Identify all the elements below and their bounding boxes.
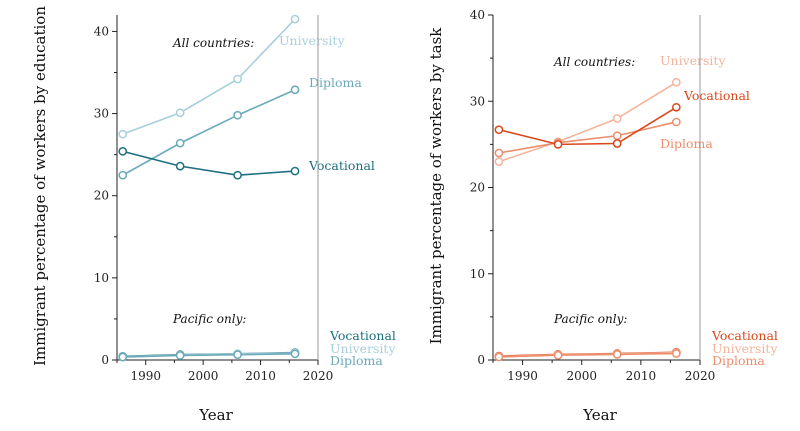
x-axis-label: Year: [198, 406, 233, 424]
data-point-vocational: [553, 140, 563, 149]
y-tick-label: 0: [477, 353, 485, 367]
data-point-diploma: [118, 170, 128, 180]
data-point-diploma: [233, 350, 242, 360]
y-tick-label: 30: [94, 107, 109, 121]
x-tick-label: 1990: [507, 369, 538, 383]
data-point-diploma: [494, 352, 504, 362]
data-point-diploma: [612, 350, 622, 359]
data-point-vocational: [118, 147, 128, 156]
annotation-all-countries: All countries:: [553, 55, 635, 69]
data-point-university: [233, 74, 242, 84]
panel-education: Immigrant percentage of workers by educa…: [31, 6, 396, 424]
label-diploma: Diploma: [660, 136, 713, 151]
series-line-diploma: [498, 352, 677, 358]
data-point-vocational: [612, 139, 622, 148]
label-pacific-diploma: Diploma: [712, 353, 765, 368]
series-line-university: [122, 18, 296, 135]
y-tick-label: 20: [94, 189, 109, 203]
y-axis-label: Immigrant percentage of workers by educa…: [31, 6, 49, 366]
data-point-diploma: [118, 352, 128, 362]
label-vocational: Vocational: [683, 88, 750, 103]
label-pacific-vocational: Vocational: [711, 328, 778, 343]
data-point-diploma: [612, 131, 622, 141]
data-point-university: [494, 157, 504, 166]
data-point-diploma: [494, 148, 504, 158]
panel-task: Immigrant percentage of workers by task …: [427, 8, 778, 424]
data-point-diploma: [671, 349, 681, 358]
y-tick-label: 40: [94, 24, 109, 38]
annotation-pacific-only: Pacific only:: [553, 312, 627, 326]
y-tick-label: 20: [470, 181, 485, 195]
series-line-diploma: [122, 353, 296, 358]
series-line-university: [498, 81, 677, 163]
x-axis-label: Year: [582, 406, 617, 424]
label-pacific-university: University: [712, 341, 778, 356]
label-university: University: [279, 33, 345, 48]
data-point-diploma: [290, 85, 300, 95]
x-tick-label: 1990: [130, 369, 161, 383]
data-point-university: [671, 77, 681, 87]
series-line-vocational: [122, 150, 296, 176]
y-axis-label: Immigrant percentage of workers by task: [427, 27, 445, 345]
x-tick-label: 2020: [685, 369, 716, 383]
data-point-vocational: [671, 102, 681, 112]
label-diploma: Diploma: [309, 75, 362, 90]
x-tick-label: 2000: [188, 369, 219, 383]
data-point-vocational: [290, 166, 300, 176]
x-tick-label: 2000: [566, 369, 597, 383]
label-university: University: [660, 53, 726, 68]
y-tick-label: 0: [101, 353, 109, 367]
series-line-diploma: [122, 89, 296, 176]
annotation-all-countries: All countries:: [172, 36, 254, 50]
data-point-university: [612, 114, 622, 123]
label-vocational: Vocational: [308, 158, 375, 173]
data-point-vocational: [175, 161, 185, 171]
series-line-vocational: [498, 106, 677, 146]
label-pacific-vocational: Vocational: [329, 328, 396, 343]
data-point-university: [118, 129, 128, 139]
x-tick-label: 2020: [303, 369, 334, 383]
data-point-diploma: [175, 138, 185, 148]
y-tick-label: 10: [94, 271, 109, 285]
series-line-diploma: [498, 121, 677, 154]
annotation-pacific-only: Pacific only:: [172, 312, 246, 326]
x-tick-label: 2010: [245, 369, 276, 383]
y-tick-label: 30: [470, 94, 485, 108]
data-point-diploma: [233, 110, 242, 120]
data-point-diploma: [290, 349, 300, 359]
data-point-university: [290, 14, 300, 24]
y-tick-label: 40: [470, 8, 485, 22]
data-point-diploma: [553, 350, 563, 360]
data-point-diploma: [671, 117, 681, 127]
data-point-diploma: [175, 351, 185, 360]
label-pacific-diploma: Diploma: [330, 353, 383, 368]
data-point-university: [175, 108, 185, 118]
data-point-vocational: [233, 170, 242, 180]
x-tick-label: 2010: [626, 369, 657, 383]
label-pacific-university: University: [330, 341, 396, 356]
data-point-vocational: [494, 125, 504, 135]
y-tick-label: 10: [470, 267, 485, 281]
